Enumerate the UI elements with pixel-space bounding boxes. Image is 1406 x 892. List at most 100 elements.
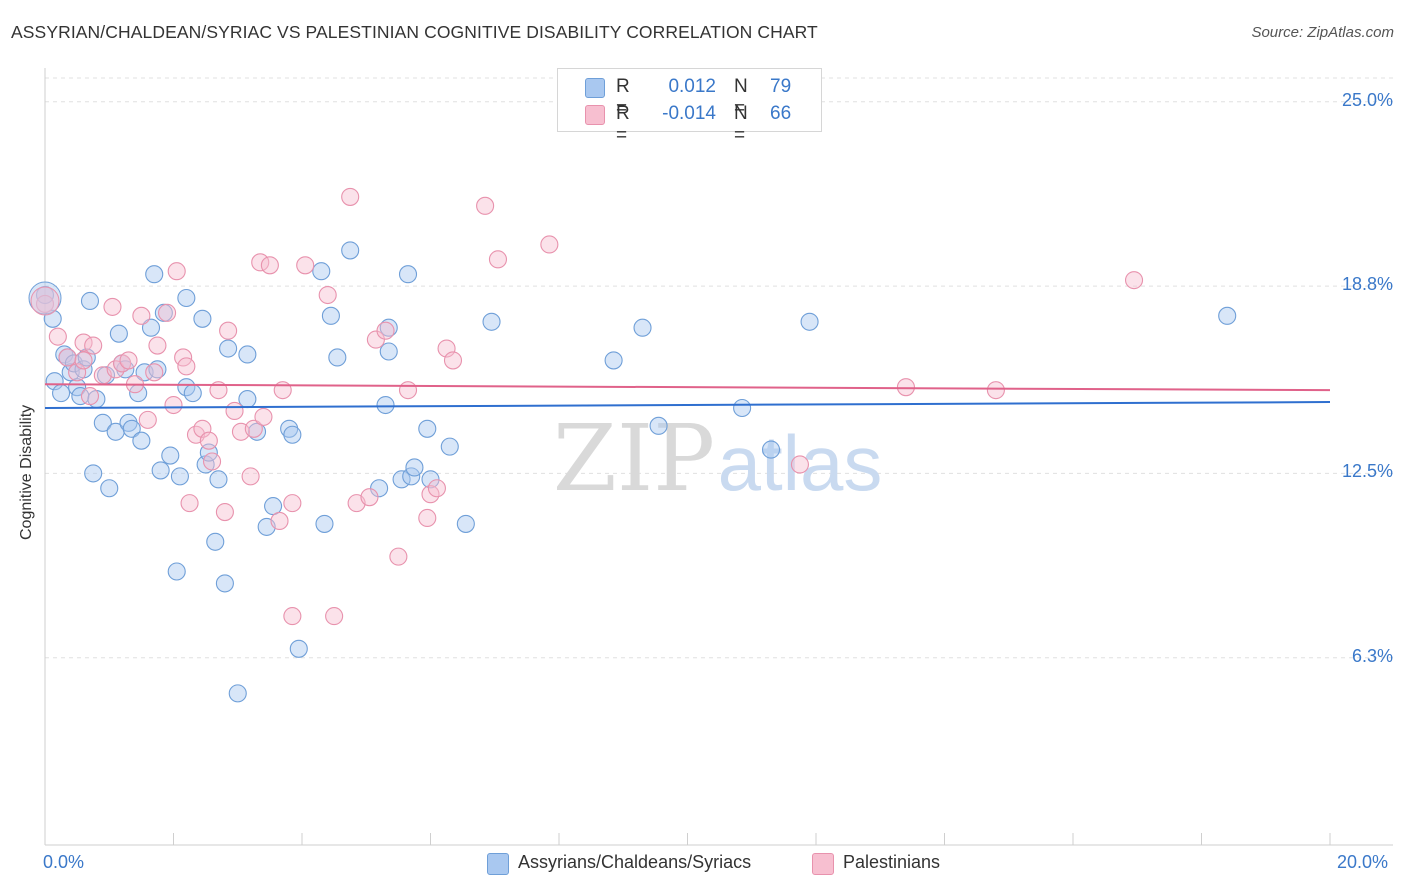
assyrian-point <box>379 318 398 337</box>
assyrian-point <box>45 372 64 391</box>
watermark-zip: ZIP <box>553 405 715 512</box>
trend-layer <box>44 383 1331 409</box>
palestinian-point <box>376 321 395 340</box>
assyrian-point <box>206 532 225 551</box>
palestinian-point <box>540 235 559 254</box>
assyrian-point <box>215 574 234 593</box>
palestinian-trend-line <box>44 383 1331 392</box>
assyrian-point <box>151 461 170 480</box>
assyrian-point <box>228 684 247 703</box>
x-tick-label-max: 20.0% <box>1337 852 1389 872</box>
assyrian-point <box>761 440 781 459</box>
assyrian-point <box>289 639 308 658</box>
palestinian-point <box>119 351 138 370</box>
assyrian-point <box>315 514 334 533</box>
assyrian-point <box>238 390 257 409</box>
assyrian-point <box>193 309 212 328</box>
legend-r-value: 0.012 <box>668 76 716 97</box>
assyrian-point <box>183 384 202 403</box>
assyrian-point <box>604 351 623 370</box>
assyrian-point <box>482 312 501 331</box>
assyrian-point <box>170 467 189 486</box>
palestinian-point <box>341 187 360 206</box>
assyrian-point <box>132 431 151 450</box>
assyrian-point <box>341 241 360 260</box>
palestinian-point <box>360 488 379 507</box>
palestinian-point <box>418 508 437 528</box>
y-tick-label: 12.5% <box>1341 461 1393 482</box>
palestinian-point <box>244 419 263 438</box>
assyrian-trend-line <box>44 401 1331 409</box>
assyrian-point <box>100 479 119 498</box>
source-label: Source: ZipAtlas.com <box>1251 24 1394 41</box>
bottom-legend-swatch-blue <box>487 853 509 875</box>
assyrian-point <box>405 458 424 477</box>
palestinian-point <box>283 607 302 626</box>
palestinian-point <box>427 479 446 498</box>
legend-n-value: 79 <box>770 76 792 97</box>
palestinian-point <box>132 306 151 325</box>
legend-swatch-pink <box>585 105 605 125</box>
legend-r-value: -0.014 <box>662 103 716 124</box>
assyrian-point <box>145 265 164 284</box>
palestinian-point <box>443 351 463 370</box>
palestinian-point <box>241 467 260 486</box>
palestinian-point <box>270 511 289 531</box>
palestinian-point <box>203 452 222 471</box>
bottom-legend-swatch-pink <box>812 853 834 875</box>
assyrian-point <box>398 265 418 284</box>
assyrian-point <box>800 312 819 331</box>
legend-n-label: N = <box>734 103 748 146</box>
x-tick-label-min: 0.0% <box>43 852 85 872</box>
assyrian-point <box>440 437 459 456</box>
palestinian-point <box>180 494 199 513</box>
assyrian-point <box>1218 306 1237 325</box>
legend-n-label: N = <box>734 76 748 119</box>
assyrian-point <box>733 398 752 418</box>
palestinian-point <box>48 327 67 346</box>
palestinian-point <box>103 297 122 316</box>
assyrian-point <box>122 419 141 438</box>
watermark-atlas: atlas <box>718 419 883 507</box>
palestinian-cluster-point <box>30 286 60 316</box>
palestinian-point <box>148 336 167 355</box>
assyrian-point <box>376 395 395 415</box>
palestinian-point <box>84 336 103 355</box>
y-tick-label: 25.0% <box>1341 89 1393 110</box>
palestinian-point <box>158 303 177 322</box>
assyrian-point <box>328 348 347 367</box>
assyrian-point <box>84 464 103 483</box>
assyrian-point <box>283 425 302 444</box>
assyrian-point <box>109 324 128 343</box>
palestinian-point <box>164 395 183 415</box>
palestinian-point <box>283 494 302 513</box>
grid-layer <box>45 77 1393 659</box>
legend-n-value: 66 <box>770 103 792 124</box>
palestinian-point <box>488 250 508 269</box>
assyrian-point <box>219 339 238 358</box>
palestinian-point <box>325 607 344 626</box>
palestinian-point <box>74 351 93 370</box>
assyrian-point <box>209 470 228 489</box>
assyrian-point <box>52 384 71 403</box>
palestinian-point <box>318 285 337 305</box>
chart-title: ASSYRIAN/CHALDEAN/SYRIAC VS PALESTINIAN … <box>11 22 818 42</box>
assyrian-point <box>141 318 161 337</box>
palestinian-point <box>35 294 55 313</box>
assyrian-point <box>312 262 331 281</box>
palestinian-point <box>177 357 196 376</box>
palestinian-point <box>790 455 809 474</box>
assyrian-point <box>418 419 437 438</box>
palestinian-point <box>437 339 456 358</box>
y-tick-label: 18.8% <box>1341 274 1393 295</box>
y-axis-label: Cognitive Disability <box>18 404 35 540</box>
axis-layer <box>44 68 1393 846</box>
bottom-legend-label: Assyrians/Chaldeans/Syriacs <box>518 852 752 872</box>
palestinian-point <box>80 387 100 406</box>
palestinian-point <box>296 256 315 275</box>
palestinian-point <box>68 363 87 382</box>
assyrian-point <box>379 342 398 361</box>
assyrian-point <box>167 562 186 581</box>
legend-r-label: R = <box>616 76 630 119</box>
